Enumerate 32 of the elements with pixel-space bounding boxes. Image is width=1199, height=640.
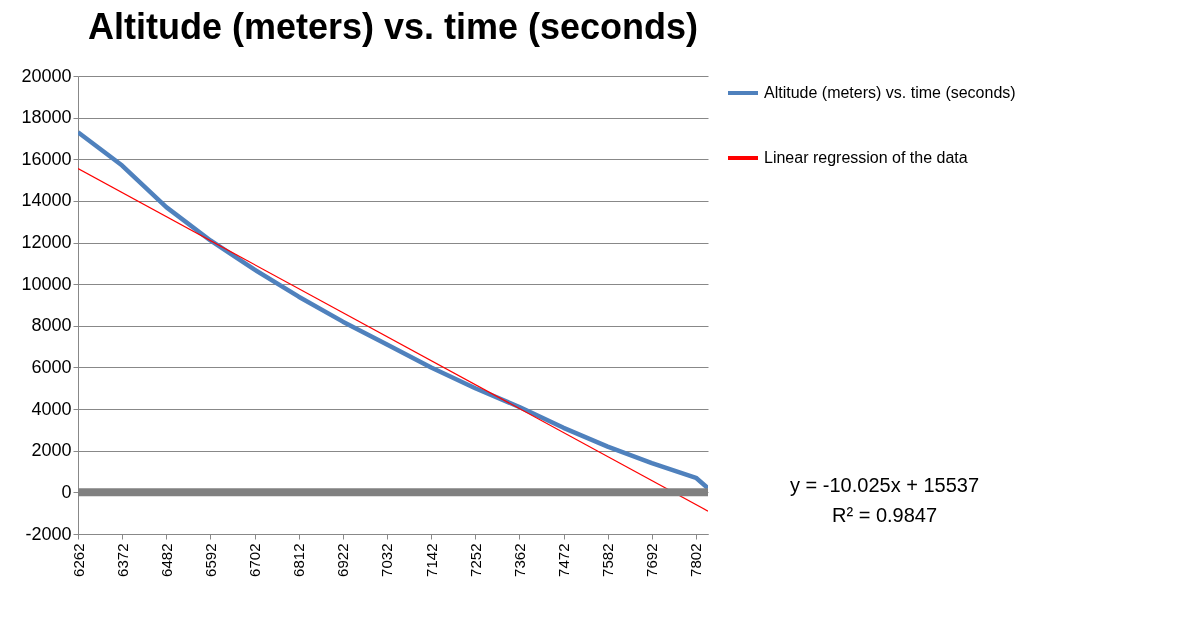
y-tick-label: 14000	[21, 190, 72, 211]
text: R² = 0.9847	[831, 503, 939, 528]
y-tick-label: 0	[61, 481, 72, 502]
x-tick-label: 7362	[510, 543, 528, 577]
text: y = -10.025x + 15537	[790, 473, 980, 498]
y-tick-label: 10000	[21, 273, 72, 294]
x-tick-label: 7142	[422, 543, 440, 577]
y-tick-label: 2000	[31, 440, 72, 461]
legend-label: Altitude (meters) vs. time (seconds)	[764, 84, 1016, 101]
y-tick-label: 16000	[21, 148, 72, 169]
x-tick-label: 7802	[687, 543, 705, 577]
x-tick-label: 7582	[599, 543, 617, 577]
y-tick-label: 20000	[21, 65, 72, 86]
x-tick-label: 6702	[246, 543, 264, 577]
x-tick-label: 7692	[643, 543, 661, 577]
legend-label: Linear regression of the data	[764, 149, 968, 166]
x-tick-label: 6262	[69, 543, 87, 577]
x-tick-label: 7252	[466, 543, 484, 577]
x-tick-label: 7472	[555, 543, 573, 577]
x-tick-label: 6592	[201, 543, 219, 577]
y-tick-label: 8000	[31, 315, 72, 336]
x-tick-label: 6922	[334, 543, 352, 577]
x-tick-label: 6372	[113, 543, 131, 577]
x-tick-label: 6482	[157, 543, 175, 577]
y-tick-label: 4000	[31, 398, 72, 419]
y-tick-label: 12000	[21, 232, 72, 253]
x-tick-label: 7032	[378, 543, 396, 577]
x-tick-label: 6812	[290, 543, 308, 577]
y-tick-label: 6000	[31, 356, 72, 377]
y-tick-label: 18000	[21, 107, 72, 128]
y-tick-label: -2000	[25, 523, 72, 544]
chart-title: Altitude (meters) vs. time (seconds)	[87, 6, 699, 47]
